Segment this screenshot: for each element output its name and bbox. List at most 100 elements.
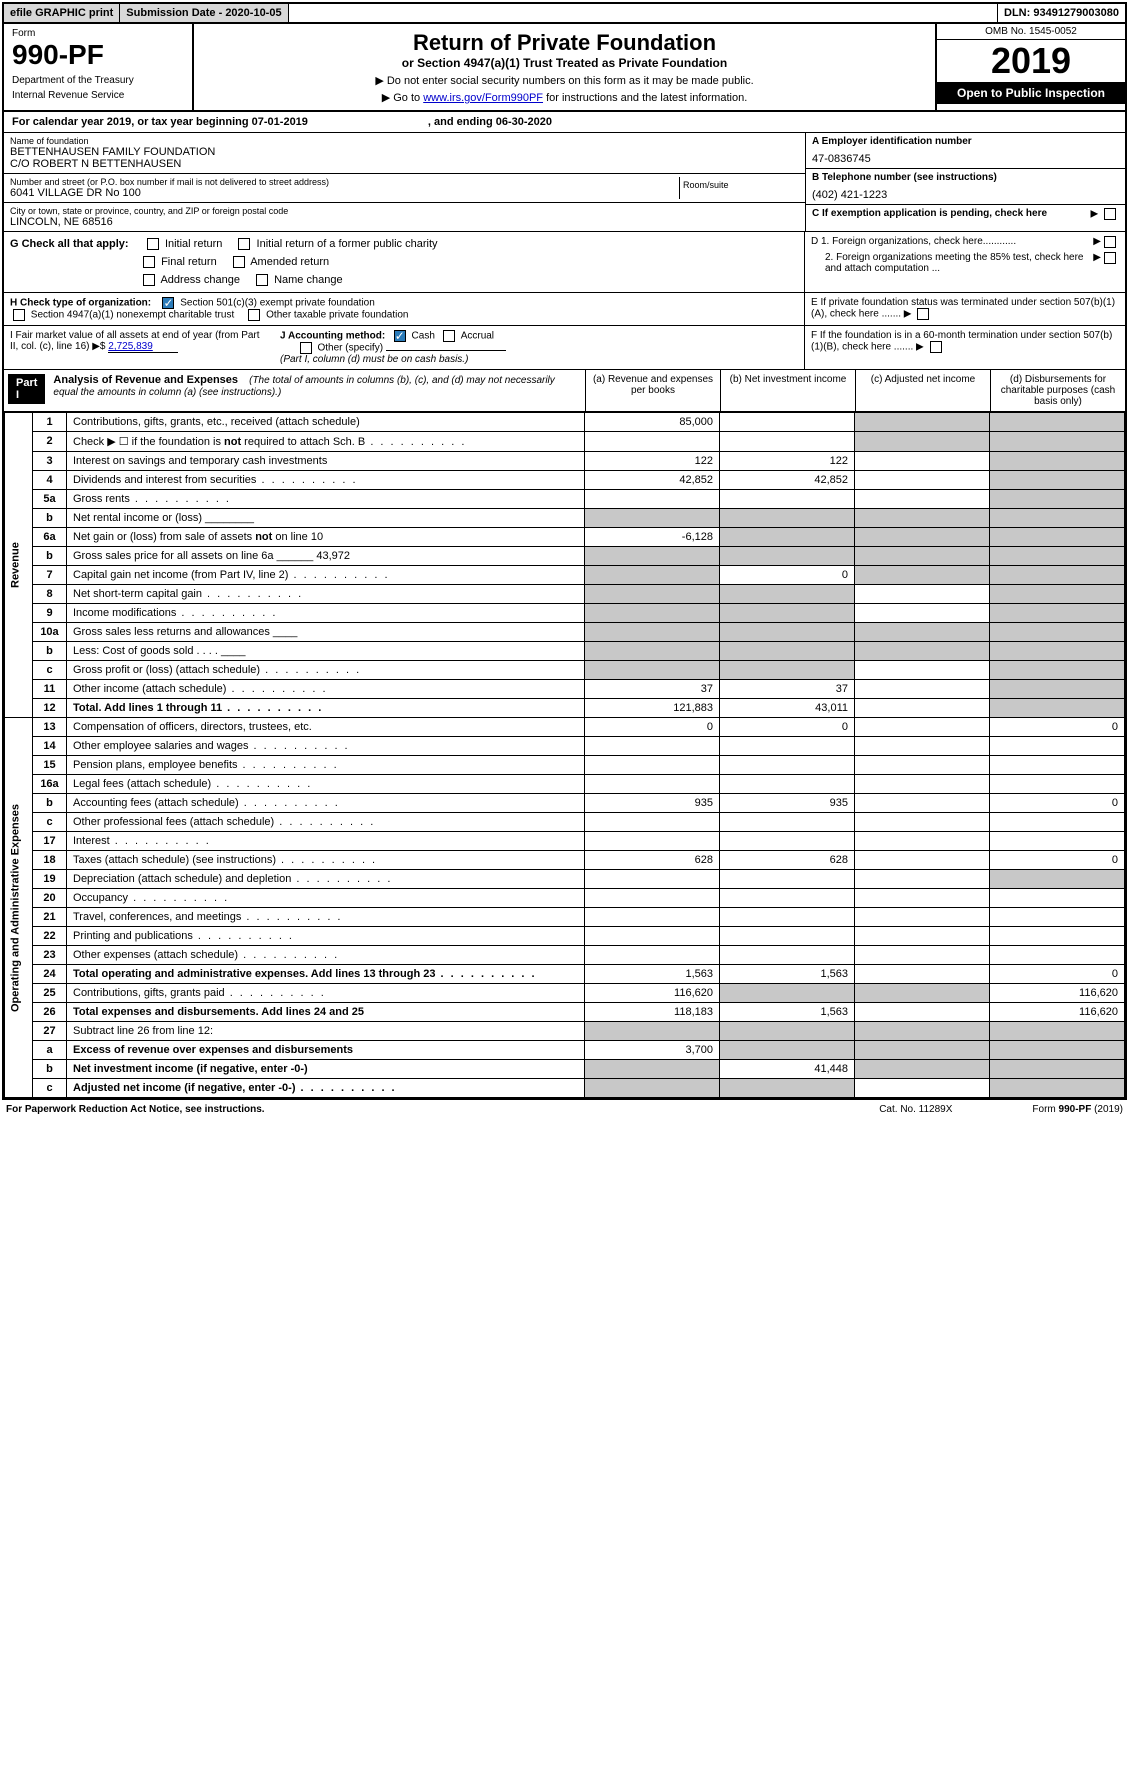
instr-1: ▶ Do not enter social security numbers o… — [200, 74, 929, 87]
cell-col-d — [990, 604, 1125, 623]
footer-cat: Cat. No. 11289X — [879, 1104, 952, 1115]
e-checkbox[interactable] — [917, 308, 929, 320]
table-row: bGross sales price for all assets on lin… — [5, 547, 1125, 566]
j-other-checkbox[interactable] — [300, 342, 312, 354]
form-subtitle: or Section 4947(a)(1) Trust Treated as P… — [200, 56, 929, 70]
cell-col-c — [855, 1041, 990, 1060]
j-cash-checkbox[interactable] — [394, 330, 406, 342]
line-number: 10a — [33, 623, 67, 642]
h-opt1: Section 501(c)(3) exempt private foundat… — [180, 298, 375, 309]
cell-col-b — [720, 413, 855, 432]
table-row: 26Total expenses and disbursements. Add … — [5, 1003, 1125, 1022]
table-row: cOther professional fees (attach schedul… — [5, 813, 1125, 832]
cell-col-a — [585, 813, 720, 832]
line-description: Occupancy — [67, 889, 585, 908]
phone-cell: B Telephone number (see instructions) (4… — [806, 169, 1125, 205]
cell-col-a: 935 — [585, 794, 720, 813]
cell-col-a: 118,183 — [585, 1003, 720, 1022]
cell-col-d — [990, 927, 1125, 946]
line-description: Gross sales price for all assets on line… — [67, 547, 585, 566]
f-checkbox[interactable] — [930, 341, 942, 353]
cell-col-a — [585, 756, 720, 775]
cal-year-end: , and ending 06-30-2020 — [428, 116, 552, 128]
line-number: 18 — [33, 851, 67, 870]
section-j: J Accounting method: Cash Accrual Other … — [270, 330, 798, 365]
cell-col-a — [585, 775, 720, 794]
g-amended-checkbox[interactable] — [233, 256, 245, 268]
footer-form: Form 990-PF (2019) — [1032, 1104, 1123, 1115]
table-row: 20Occupancy — [5, 889, 1125, 908]
cell-col-a — [585, 661, 720, 680]
table-row: Operating and Administrative Expenses13C… — [5, 718, 1125, 737]
cell-col-d — [990, 699, 1125, 718]
city-label: City or town, state or province, country… — [10, 206, 799, 216]
c-checkbox[interactable] — [1104, 208, 1116, 220]
cell-col-b — [720, 775, 855, 794]
col-a-header: (a) Revenue and expenses per books — [585, 370, 720, 411]
line-number: c — [33, 1079, 67, 1098]
section-h-row: H Check type of organization: Section 50… — [4, 293, 1125, 326]
irs-link[interactable]: www.irs.gov/Form990PF — [423, 92, 543, 104]
cell-col-b: 628 — [720, 851, 855, 870]
g-final-checkbox[interactable] — [143, 256, 155, 268]
g-address-checkbox[interactable] — [143, 274, 155, 286]
line-description: Total operating and administrative expen… — [67, 965, 585, 984]
cell-col-a: 85,000 — [585, 413, 720, 432]
h-opt2: Section 4947(a)(1) nonexempt charitable … — [31, 310, 234, 321]
cell-col-b — [720, 737, 855, 756]
cell-col-c — [855, 623, 990, 642]
table-row: 4Dividends and interest from securities4… — [5, 471, 1125, 490]
g-initial-former-checkbox[interactable] — [238, 238, 250, 250]
j-accrual-checkbox[interactable] — [443, 330, 455, 342]
cell-col-b — [720, 1041, 855, 1060]
cell-col-a — [585, 1079, 720, 1098]
open-public: Open to Public Inspection — [937, 82, 1125, 104]
cell-col-c — [855, 718, 990, 737]
cal-year-begin: For calendar year 2019, or tax year begi… — [12, 116, 308, 128]
h-4947-checkbox[interactable] — [13, 309, 25, 321]
line-number: 2 — [33, 432, 67, 452]
cell-col-c — [855, 927, 990, 946]
line-number: 13 — [33, 718, 67, 737]
line-description: Other employee salaries and wages — [67, 737, 585, 756]
table-row: Revenue1Contributions, gifts, grants, et… — [5, 413, 1125, 432]
j-note: (Part I, column (d) must be on cash basi… — [280, 354, 468, 365]
line-number: 9 — [33, 604, 67, 623]
section-ij: I Fair market value of all assets at end… — [4, 326, 805, 369]
line-number: b — [33, 794, 67, 813]
g-name-checkbox[interactable] — [256, 274, 268, 286]
line-description: Gross profit or (loss) (attach schedule) — [67, 661, 585, 680]
cell-col-b: 41,448 — [720, 1060, 855, 1079]
cell-col-d — [990, 680, 1125, 699]
city-value: LINCOLN, NE 68516 — [10, 216, 799, 228]
h-label: H Check type of organization: — [10, 298, 151, 309]
g-initial-checkbox[interactable] — [147, 238, 159, 250]
cell-col-c — [855, 946, 990, 965]
cell-col-a: 628 — [585, 851, 720, 870]
cell-col-d — [990, 566, 1125, 585]
cell-col-a: 116,620 — [585, 984, 720, 1003]
page-footer: For Paperwork Reduction Act Notice, see … — [0, 1102, 1129, 1117]
d1-checkbox[interactable] — [1104, 236, 1116, 248]
cell-col-a: -6,128 — [585, 528, 720, 547]
cell-col-d — [990, 1022, 1125, 1041]
line-number: 3 — [33, 452, 67, 471]
h-501c3-checkbox[interactable] — [162, 297, 174, 309]
d2-checkbox[interactable] — [1104, 252, 1116, 264]
cell-col-d — [990, 1079, 1125, 1098]
cell-col-b: 42,852 — [720, 471, 855, 490]
cell-col-b — [720, 984, 855, 1003]
footer-left: For Paperwork Reduction Act Notice, see … — [6, 1104, 879, 1115]
cell-col-c — [855, 1060, 990, 1079]
f-item: F If the foundation is in a 60-month ter… — [811, 330, 1119, 353]
table-row: 18Taxes (attach schedule) (see instructi… — [5, 851, 1125, 870]
street-address: 6041 VILLAGE DR No 100 — [10, 187, 679, 199]
line-description: Adjusted net income (if negative, enter … — [67, 1079, 585, 1098]
h-other-checkbox[interactable] — [248, 309, 260, 321]
cell-col-d — [990, 832, 1125, 851]
cell-col-b — [720, 832, 855, 851]
cell-col-c — [855, 794, 990, 813]
table-row: 21Travel, conferences, and meetings — [5, 908, 1125, 927]
cell-col-c — [855, 585, 990, 604]
i-value[interactable]: 2,725,839 — [108, 341, 178, 353]
